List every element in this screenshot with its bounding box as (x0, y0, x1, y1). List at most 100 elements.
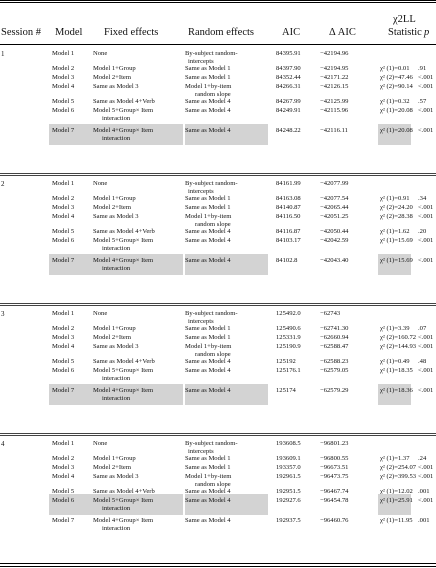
cell-delta-aic: −42126.15 (320, 83, 349, 90)
cell-fixed-effects-cont: interaction (102, 135, 131, 142)
cell-fixed-effects: Model 2+Item (93, 204, 131, 211)
cell-delta-aic: −62660.94 (320, 334, 349, 341)
cell-fixed-effects: Model 1+Group (93, 325, 136, 332)
cell-chi-statistic: χ² (1)=0.01 (380, 65, 410, 72)
cell-fixed-effects: None (93, 440, 108, 447)
cell-delta-aic: −42077.99 (320, 180, 349, 187)
cell-aic: 84397.90 (276, 65, 301, 72)
cell-random-effects: Same as Model 4 (185, 228, 231, 235)
cell-p-value: .34 (418, 195, 427, 202)
cell-aic: 125492.0 (276, 310, 301, 317)
highlight-cell (49, 124, 183, 145)
cell-aic: 84395.91 (276, 50, 301, 57)
cell-model: Model 6 (52, 367, 75, 374)
cell-delta-aic: −62741.30 (320, 325, 349, 332)
section-divider (0, 303, 436, 304)
cell-chi-statistic: χ² (2)=28.38 (380, 213, 413, 220)
cell-fixed-effects: Same as Model 3 (93, 83, 139, 90)
cell-p-value: .001 (418, 517, 430, 524)
table-row: Model 2 Model 1+Group Same as Model 1 84163… (0, 195, 436, 215)
cell-chi-statistic: χ² (1)=18.36 (380, 387, 413, 394)
cell-chi-statistic: χ² (1)=0.32 (380, 98, 410, 105)
cell-delta-aic: −96454.78 (320, 497, 349, 504)
table-row: Model 7 Model 4+Group× Item interaction Sam… (0, 254, 436, 277)
cell-fixed-effects: Model 4+Group× Item (93, 127, 154, 134)
cell-random-effects-cont: random slope (195, 91, 231, 98)
cell-aic: 125190.9 (276, 343, 301, 350)
cell-fixed-effects: None (93, 310, 108, 317)
cell-model: Model 2 (52, 455, 75, 462)
cell-fixed-effects: None (93, 50, 108, 57)
cell-random-effects: Same as Model 4 (185, 237, 231, 244)
cell-aic: 84140.87 (276, 204, 301, 211)
cell-random-effects-cont: intercepts (188, 58, 214, 65)
table-row: Model 6 Model 5+Group× Item interaction Sam… (0, 494, 436, 517)
cell-chi-statistic: χ² (2)=160.72 (380, 334, 417, 341)
section-divider (0, 433, 436, 434)
cell-random-effects: Same as Model 4 (185, 367, 231, 374)
cell-aic: 192951.5 (276, 488, 301, 495)
cell-aic: 125174 (276, 387, 296, 394)
cell-chi-statistic: χ² (2)=144.93 (380, 343, 417, 350)
cell-fixed-effects: Model 4+Group× Item (93, 387, 154, 394)
cell-delta-aic: −42042.59 (320, 237, 349, 244)
cell-p-value: <.001 (418, 497, 434, 504)
cell-model: Model 2 (52, 325, 75, 332)
session-number: 3 (1, 310, 5, 318)
cell-model: Model 1 (52, 50, 75, 57)
cell-fixed-effects: Model 2+Item (93, 74, 131, 81)
cell-aic: 125176.1 (276, 367, 301, 374)
cell-random-effects: Same as Model 4 (185, 257, 231, 264)
cell-chi-statistic: χ² (1)=15.69 (380, 257, 413, 264)
table-row: Model 3 Model 2+Item Same as Model 1 125331… (0, 334, 436, 354)
cell-delta-aic: −42050.44 (320, 228, 349, 235)
cell-chi-statistic: χ² (1)=3.39 (380, 325, 410, 332)
header-aic: AIC (282, 27, 301, 38)
cell-delta-aic: −62579.29 (320, 387, 349, 394)
cell-delta-aic: −42116.11 (320, 127, 348, 134)
cell-delta-aic: −42065.44 (320, 204, 349, 211)
cell-fixed-effects: Same as Model 4+Verb (93, 358, 155, 365)
cell-random-effects: By-subject random- (185, 180, 238, 187)
cell-p-value: <.001 (418, 334, 434, 341)
cell-aic: 84163.08 (276, 195, 301, 202)
cell-random-effects-cont: random slope (195, 481, 231, 488)
cell-aic: 193608.5 (276, 440, 301, 447)
cell-random-effects-cont: random slope (195, 351, 231, 358)
cell-fixed-effects-cont: interaction (102, 245, 131, 252)
top-rule (0, 0, 436, 1)
cell-random-effects: By-subject random- (185, 50, 238, 57)
header-chi-top: χ2LL (393, 14, 416, 25)
cell-p-value: <.001 (418, 83, 434, 90)
cell-delta-aic: −42171.22 (320, 74, 349, 81)
cell-p-value: <.001 (418, 74, 434, 81)
cell-chi-statistic: χ² (2)=399.53 (380, 473, 417, 480)
cell-aic: 84161.99 (276, 180, 301, 187)
cell-aic: 192927.6 (276, 497, 301, 504)
cell-random-effects: Same as Model 1 (185, 65, 231, 72)
cell-fixed-effects-cont: interaction (102, 265, 131, 272)
cell-p-value: <.001 (418, 387, 434, 394)
cell-model: Model 5 (52, 98, 75, 105)
cell-delta-aic: −96673.51 (320, 464, 349, 471)
session-number: 2 (1, 180, 5, 188)
cell-model: Model 7 (52, 127, 75, 134)
bottom-rule-2 (0, 566, 436, 567)
cell-random-effects: Model 1+by-item (185, 343, 232, 350)
table-row: Model 1 None By-subject random-intercepts 8… (0, 50, 436, 70)
cell-fixed-effects: None (93, 180, 108, 187)
cell-aic: 125331.9 (276, 334, 301, 341)
cell-model: Model 6 (52, 497, 75, 504)
cell-aic: 125192 (276, 358, 296, 365)
cell-model: Model 5 (52, 358, 75, 365)
cell-fixed-effects: Model 1+Group (93, 455, 136, 462)
cell-aic: 84102.8 (276, 257, 298, 264)
session-number: 1 (1, 50, 5, 58)
cell-delta-aic: −62743 (320, 310, 341, 317)
cell-p-value: .07 (418, 325, 427, 332)
cell-model: Model 1 (52, 180, 75, 187)
cell-random-effects: Same as Model 4 (185, 127, 231, 134)
cell-delta-aic: −96473.75 (320, 473, 349, 480)
cell-delta-aic: −42043.40 (320, 257, 349, 264)
cell-fixed-effects-cont: interaction (102, 525, 131, 532)
